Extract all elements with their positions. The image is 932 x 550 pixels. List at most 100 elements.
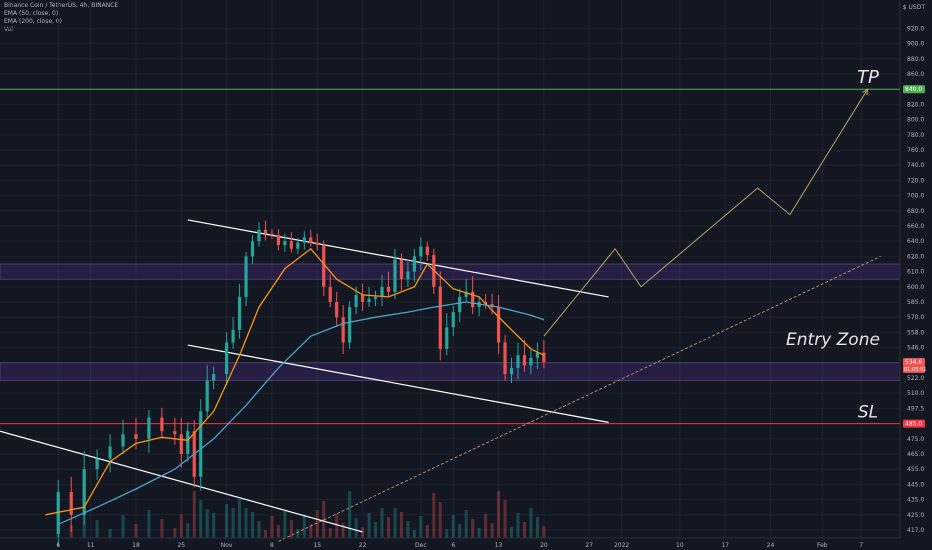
- candle-body: [367, 298, 371, 302]
- candle-body: [412, 256, 416, 272]
- candle-body: [386, 286, 391, 292]
- candle-body: [173, 431, 177, 435]
- volume-bars: [56, 491, 546, 538]
- volume-bar: [348, 491, 352, 538]
- ema200-legend: EMA (200, close, 0): [4, 18, 63, 25]
- volume-bar: [121, 515, 125, 538]
- candle-body: [380, 286, 384, 297]
- candle-body: [529, 357, 533, 366]
- channel-lower[interactable]: [187, 344, 609, 423]
- volume-bar: [374, 522, 378, 538]
- symbol-title: Binance Coin / TetherUS, 4h, BINANCE: [4, 2, 119, 9]
- x-tick-label: 11: [87, 542, 95, 549]
- candle-body: [309, 237, 313, 243]
- candle-body: [399, 259, 404, 280]
- candle-body: [535, 352, 540, 358]
- x-tick-label: 15: [313, 542, 321, 549]
- y-tick-label: 740.0: [907, 162, 924, 169]
- candle-body: [134, 434, 138, 439]
- y-tick-label: 445.0: [907, 481, 924, 488]
- x-tick-label: 6: [56, 542, 60, 549]
- ema50-line: [45, 247, 545, 516]
- candle-body: [360, 294, 365, 302]
- volume-bar: [244, 508, 248, 538]
- volume-bar: [406, 521, 410, 538]
- y-tick-label: 720.0: [907, 177, 924, 184]
- drawings[interactable]: [0, 88, 900, 542]
- support-trendline[interactable]: [278, 256, 881, 542]
- volume-bar: [263, 530, 267, 538]
- volume-bar: [535, 517, 539, 538]
- current-price-tag-bg: [903, 358, 925, 374]
- zone-entry-zone: [0, 362, 901, 381]
- y-tick-label: 435.0: [907, 497, 924, 504]
- candle-body: [542, 352, 546, 363]
- candle-body: [425, 246, 429, 255]
- trendline-prior[interactable]: [0, 430, 363, 533]
- candle-body: [225, 342, 229, 375]
- volume-bar: [186, 523, 190, 538]
- volume-bar: [134, 524, 138, 538]
- volume-bar: [399, 512, 403, 538]
- volume-bar: [393, 508, 397, 538]
- y-tick-label: 860.0: [907, 71, 924, 78]
- ema200-line: [58, 301, 545, 525]
- y-tick-label: 510.0: [907, 390, 924, 397]
- y-tick-label: 700.0: [907, 193, 924, 200]
- volume-bar: [471, 519, 475, 538]
- channel-upper[interactable]: [187, 219, 609, 298]
- candle-body: [522, 355, 527, 366]
- candle-body: [95, 458, 99, 470]
- price-axis[interactable]: $ USDT 417.0 425.0 435.0 445.0 455.0 465.0 475.…: [899, 0, 932, 550]
- volume-bar: [386, 517, 390, 538]
- y-tick-label: 820.0: [907, 101, 924, 108]
- volume-bar: [335, 514, 339, 538]
- volume-bar: [445, 529, 449, 538]
- candle-body: [244, 256, 248, 297]
- candle-body: [69, 492, 73, 515]
- candle-body: [283, 241, 287, 245]
- candle-body: [250, 241, 255, 257]
- candle-body: [509, 367, 514, 375]
- x-tick-label: Dec: [415, 542, 427, 549]
- volume-bar: [412, 530, 416, 538]
- y-tick-label: 425.0: [907, 512, 924, 519]
- x-tick-label: Nov: [221, 542, 233, 549]
- volume-bar: [432, 493, 436, 538]
- x-tick-label: 25: [177, 542, 185, 549]
- volume-bar: [95, 520, 99, 538]
- x-tick-label: 27: [585, 542, 593, 549]
- candle-body: [186, 431, 190, 454]
- y-tick-label: 800.0: [907, 117, 924, 124]
- x-tick-label: 6: [451, 542, 455, 549]
- candle-body: [276, 235, 281, 245]
- candle-body: [471, 291, 475, 308]
- volume-bar: [458, 524, 462, 538]
- y-tick-label: 570.0: [907, 314, 924, 321]
- candle-body: [289, 241, 293, 249]
- x-tick-label: 13: [495, 542, 503, 549]
- volume-bar: [510, 527, 514, 538]
- chart-legend: Binance Coin / TetherUS, 4h, BINANCE EMA…: [4, 2, 118, 34]
- volume-bar: [205, 509, 209, 538]
- volume-bar: [225, 504, 229, 538]
- projection-path[interactable]: [543, 88, 869, 337]
- candle-body: [160, 417, 164, 432]
- candle-body: [354, 294, 358, 308]
- candle-body: [257, 229, 261, 242]
- candle-body: [231, 329, 235, 343]
- x-tick-label: 22: [359, 542, 367, 549]
- y-tick-label: 780.0: [907, 132, 924, 139]
- sl-price-tag-bg: [903, 419, 925, 428]
- y-tick-label: 680.0: [907, 208, 924, 215]
- time-axis[interactable]: 6 11 18 25 Nov 8 15 22 Dec 6 13 20 27 2022 10 17 24 Feb 7: [0, 537, 900, 549]
- annotation-labels: TP Entry Zone SL: [786, 67, 880, 422]
- volume-bar: [238, 499, 242, 538]
- candle-body: [335, 302, 339, 318]
- y-tick-label: 455.0: [907, 466, 924, 473]
- volume-bar: [322, 501, 326, 538]
- y-tick-label: 465.0: [907, 451, 924, 458]
- y-tick-label: 475.0: [907, 436, 924, 443]
- x-tick-label: 8: [270, 542, 274, 549]
